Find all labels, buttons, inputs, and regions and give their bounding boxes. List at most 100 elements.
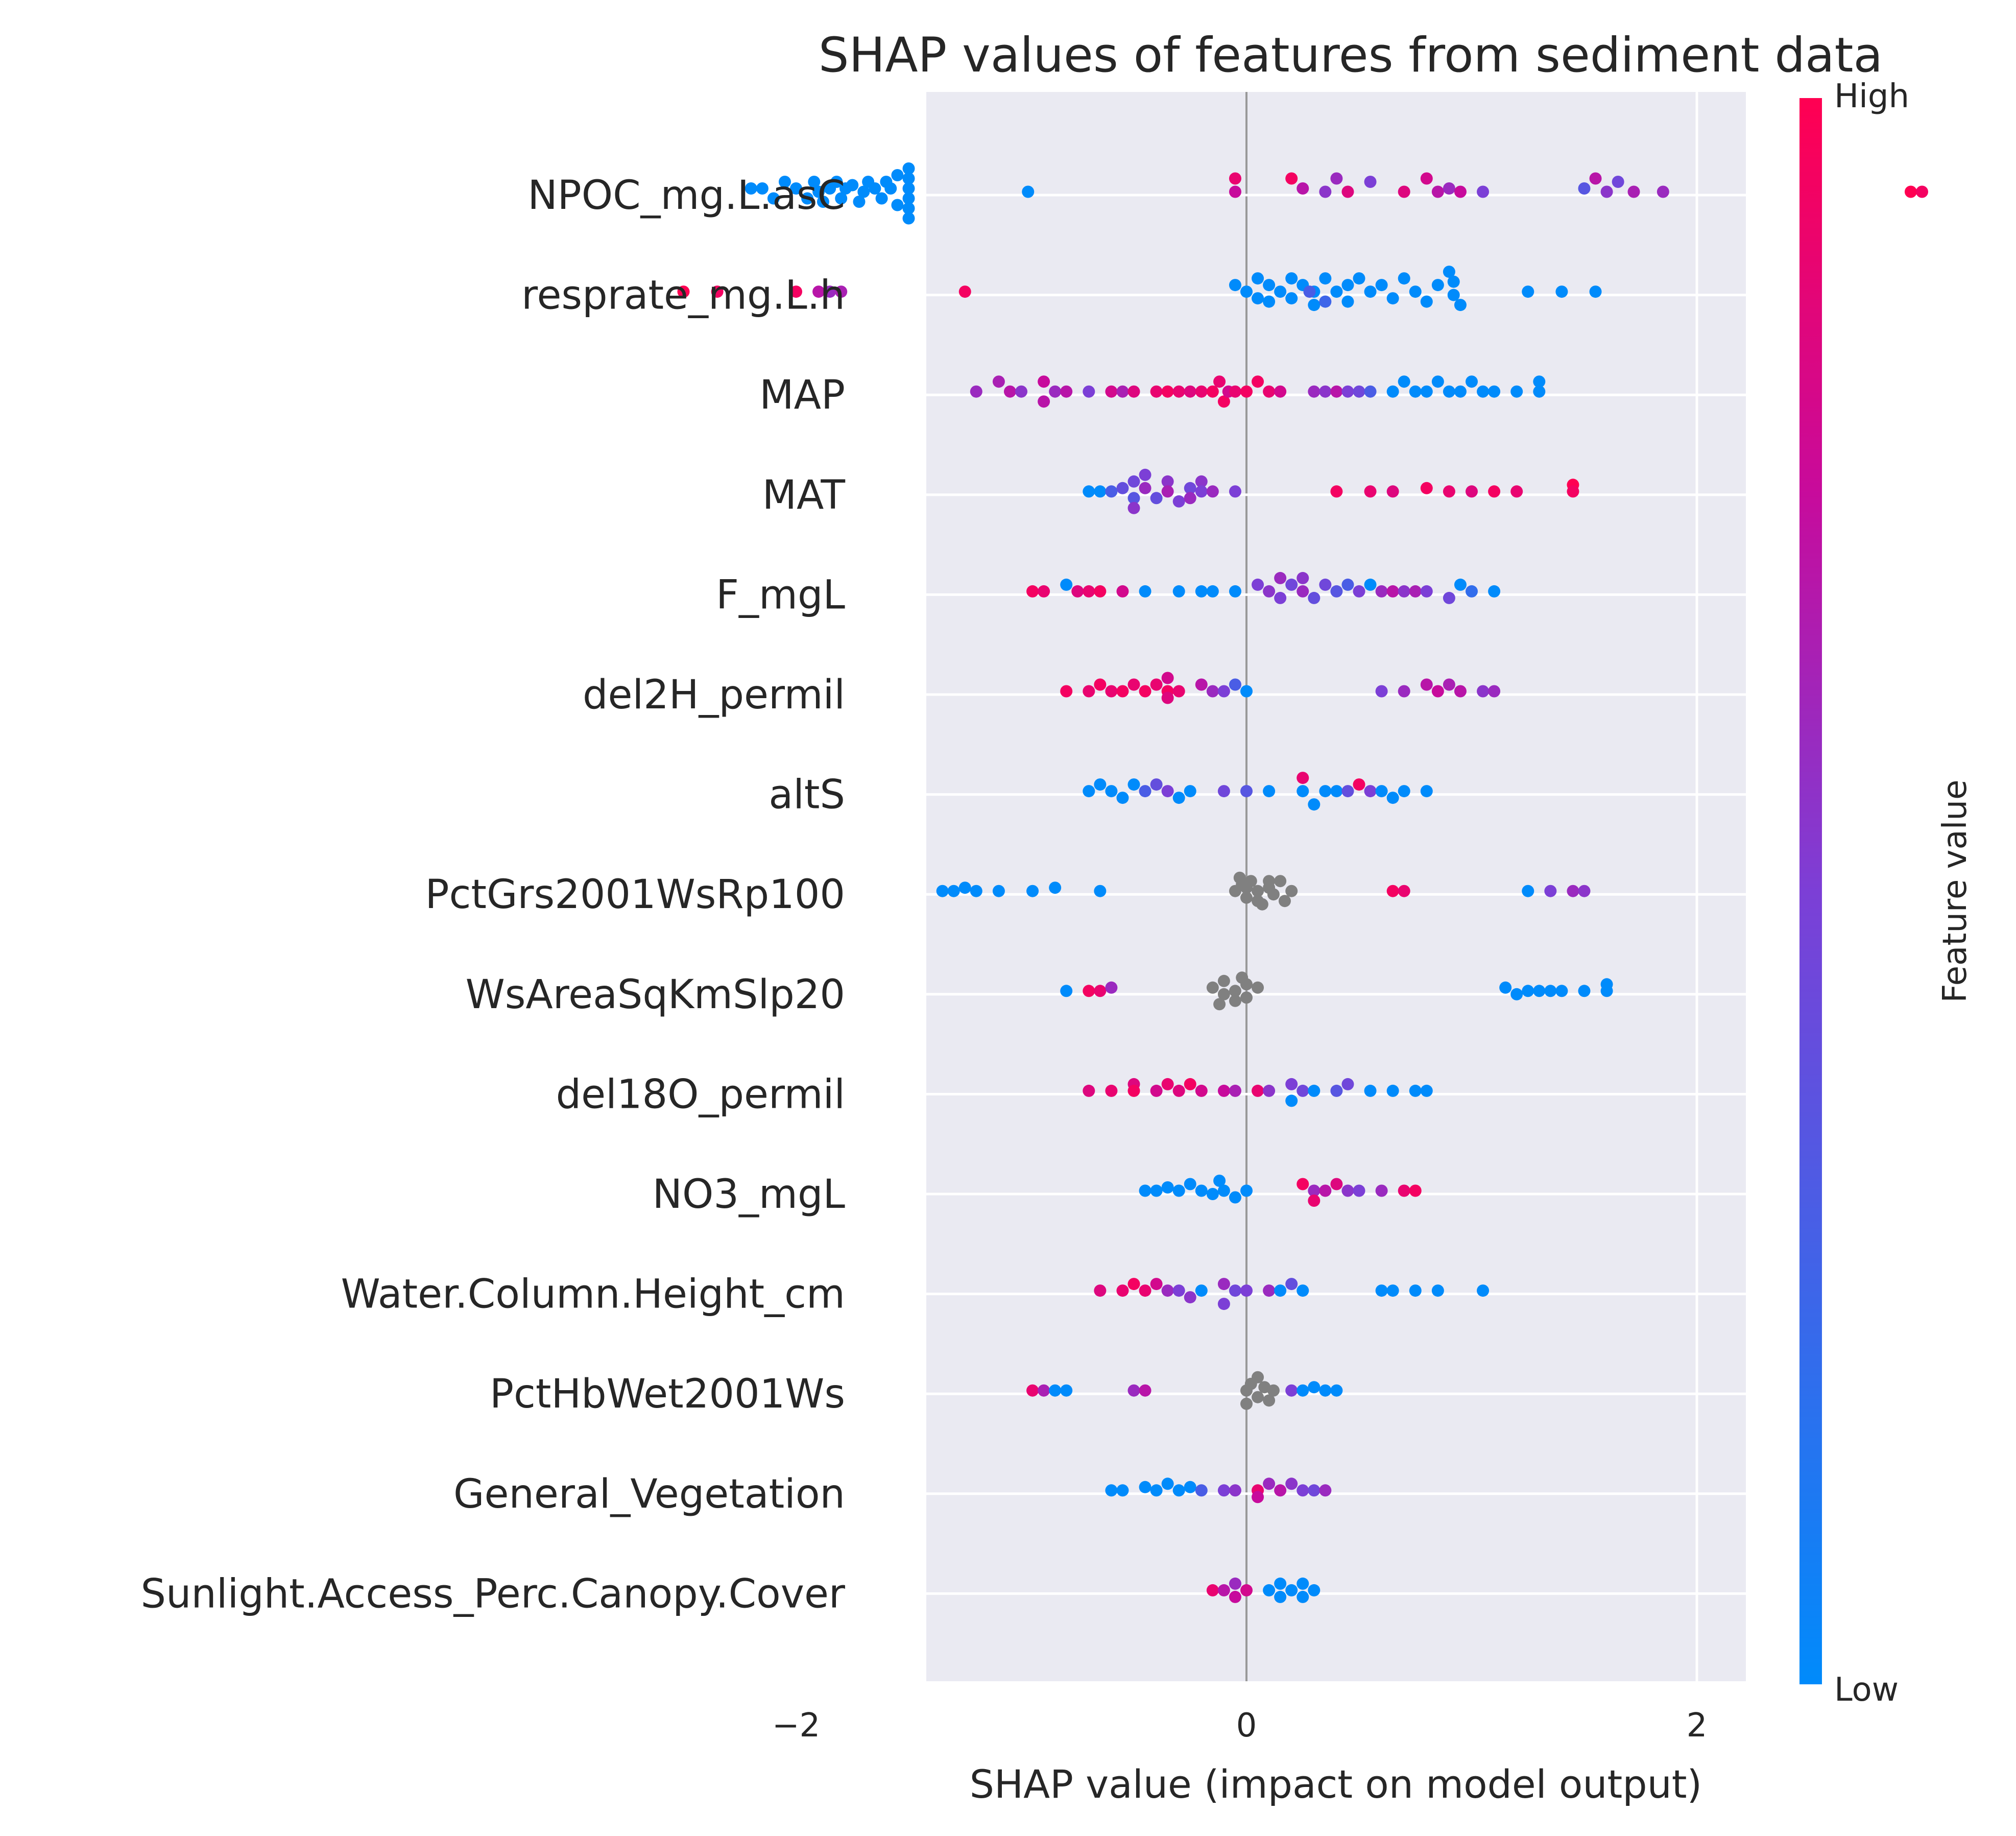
shap-point	[1184, 385, 1196, 398]
shap-point	[1116, 482, 1129, 494]
x-tick-labels: −2024	[772, 1707, 1708, 1745]
shap-point	[846, 179, 859, 192]
shap-point	[1398, 885, 1410, 897]
shap-point	[790, 182, 802, 195]
shap-point	[1083, 1084, 1095, 1097]
shap-point	[1105, 385, 1118, 398]
shap-point	[1094, 778, 1107, 791]
shap-point	[1364, 785, 1377, 798]
shap-point	[1195, 475, 1208, 488]
shap-point	[1139, 1284, 1151, 1297]
shap-point	[1127, 502, 1140, 514]
shap-point	[1274, 385, 1287, 398]
shap-point	[1229, 585, 1241, 598]
shap-point	[1195, 585, 1208, 598]
shap-point	[970, 885, 982, 897]
shap-point	[824, 285, 836, 298]
feature-label: NPOC_mg.L.asC	[527, 173, 845, 219]
shap-point	[1252, 272, 1264, 285]
shap-point	[1443, 182, 1455, 195]
shap-point	[1184, 482, 1196, 494]
shap-point	[1447, 289, 1460, 301]
shap-point	[1116, 792, 1129, 804]
shap-point	[1488, 385, 1501, 398]
shap-point	[1038, 1384, 1050, 1397]
shap-point	[1274, 591, 1287, 604]
shap-point	[1116, 1284, 1129, 1297]
shap-point	[1094, 485, 1107, 498]
shap-point	[1195, 485, 1208, 498]
shap-point	[1127, 1278, 1140, 1291]
shap-point	[1398, 785, 1410, 798]
shap-point	[1353, 385, 1365, 398]
shap-point	[1172, 792, 1185, 804]
shap-point	[1589, 172, 1602, 185]
shap-point	[1477, 685, 1490, 698]
shap-point	[1094, 985, 1107, 997]
shap-point	[1274, 1590, 1287, 1603]
shap-point	[936, 885, 949, 897]
x-tick-label: −2	[772, 1707, 820, 1745]
shap-point	[1398, 1184, 1410, 1197]
shap-point	[1285, 578, 1298, 591]
shap-point	[958, 881, 971, 894]
shap-point	[1026, 1384, 1039, 1397]
shap-point	[1161, 1181, 1174, 1194]
shap-point	[1060, 1384, 1073, 1397]
shap-point	[1172, 1184, 1185, 1197]
shap-point	[1060, 578, 1073, 591]
shap-point	[1116, 1484, 1129, 1497]
shap-point	[1285, 1477, 1298, 1490]
shap-point	[1544, 985, 1557, 997]
shap-point	[1420, 1084, 1433, 1097]
shap-point	[1454, 385, 1467, 398]
shap-point	[1206, 685, 1219, 698]
shap-point	[1127, 475, 1140, 488]
shap-point	[1105, 685, 1118, 698]
shap-point	[992, 885, 1005, 897]
shap-point	[1060, 985, 1073, 997]
shap-point	[1330, 585, 1343, 598]
shap-point	[1116, 685, 1129, 698]
shap-point	[1229, 385, 1241, 398]
x-tick-label: 0	[1236, 1707, 1257, 1745]
shap-point	[1139, 1184, 1151, 1197]
feature-label: altS	[769, 772, 845, 818]
shap-point	[1139, 1384, 1151, 1397]
feature-label: F_mgL	[716, 572, 845, 618]
shap-point	[1094, 1284, 1107, 1297]
shap-point	[1386, 385, 1399, 398]
shap-point	[808, 176, 821, 188]
shap-point	[1038, 395, 1050, 408]
shap-point	[1150, 1084, 1163, 1097]
shap-point	[1116, 385, 1129, 398]
shap-point	[1555, 985, 1568, 997]
shap-point	[1297, 585, 1309, 598]
shap-point	[835, 192, 848, 205]
shap-point	[1217, 395, 1230, 408]
shap-point	[1150, 678, 1163, 691]
shap-point	[1447, 275, 1460, 288]
shap-point	[1240, 991, 1253, 1004]
shap-point	[1184, 785, 1196, 798]
shap-point	[1060, 385, 1073, 398]
shap-point	[756, 182, 769, 195]
shap-point	[1083, 485, 1095, 498]
shap-point	[1510, 485, 1523, 498]
shap-point	[1263, 1284, 1276, 1297]
shap-point	[1263, 385, 1276, 398]
shap-point	[1431, 375, 1444, 388]
shap-point	[1161, 672, 1174, 684]
shap-point	[1398, 185, 1410, 198]
shap-point	[902, 212, 915, 225]
shap-point	[1274, 571, 1287, 584]
shap-point	[1105, 981, 1118, 994]
shap-point	[1420, 482, 1433, 494]
shap-point	[902, 162, 915, 175]
shap-point	[1263, 1084, 1276, 1097]
shap-point	[1297, 1577, 1309, 1590]
shap-point	[1172, 685, 1185, 698]
shap-point	[1195, 385, 1208, 398]
shap-point	[1353, 1184, 1365, 1197]
shap-point	[1353, 778, 1365, 791]
